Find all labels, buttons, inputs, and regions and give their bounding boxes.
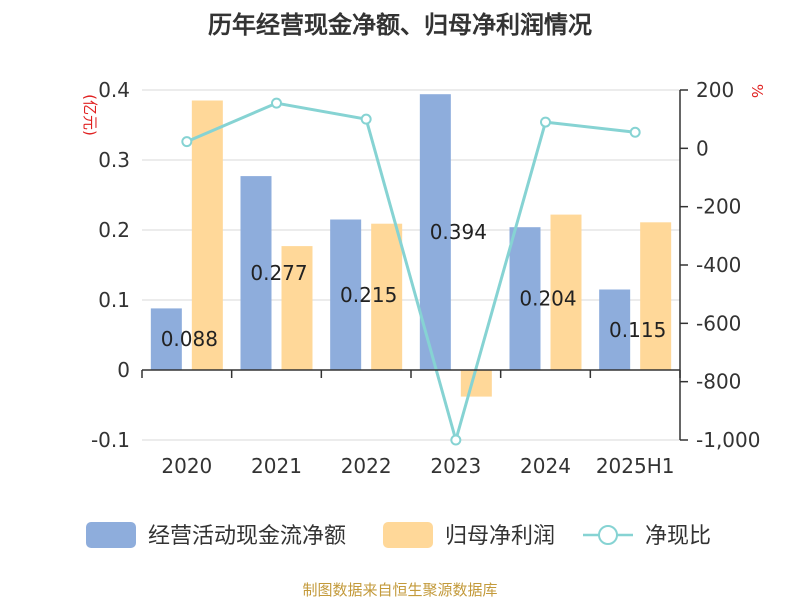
bar-net-profit (550, 214, 582, 370)
legend-swatch (86, 522, 136, 548)
legend-item-net-cash-ratio[interactable]: 净现比 (583, 524, 711, 549)
grid (142, 89, 680, 441)
bar-operating-cash-flow (330, 219, 362, 370)
legend-item-net-profit[interactable]: 归母净利润 (383, 522, 555, 549)
y-left-tick-label: 0 (117, 358, 130, 382)
line-point (540, 116, 551, 128)
data-label: 0.215 (340, 283, 397, 307)
source-note: 制图数据来自恒生聚源数据库 (302, 581, 497, 599)
y-right-tick-label: 200 (696, 78, 734, 102)
y-right-tick-label: -200 (696, 195, 741, 219)
y-right-tick-label: 0 (696, 136, 709, 160)
x-tick-label: 2022 (341, 454, 392, 478)
legend-label: 净现比 (645, 524, 711, 549)
data-label-layer: 0.088 0.277 0.215 0.394 0.204 0.115 (161, 220, 667, 351)
bar-operating-cash-flow (240, 176, 272, 370)
y-left-tick-label: -0.1 (91, 428, 130, 452)
legend-label: 归母净利润 (445, 524, 555, 549)
y-left-tick-label: 0.4 (98, 78, 130, 102)
legend-item-operating-cash-flow[interactable]: 经营活动现金流净额 (86, 522, 346, 549)
bar-operating-cash-flow (509, 227, 541, 370)
data-label: 0.277 (250, 261, 307, 285)
line-point (450, 434, 462, 446)
axis-layer: -0.1 0 0.1 0.2 0.3 0.4(亿元) -1,000 -800 -600 -400 -… (81, 78, 766, 478)
x-tick-label: 2024 (520, 454, 571, 478)
data-label: 0.088 (161, 327, 218, 351)
bar-layer (150, 94, 672, 397)
line-layer (181, 97, 641, 446)
y-right-tick-label: -1,000 (696, 428, 760, 452)
x-tick-label: 2023 (430, 454, 481, 478)
bar-operating-cash-flow (599, 289, 631, 370)
legend-swatch-marker (598, 525, 618, 545)
legend-swatch (383, 522, 433, 548)
bar-operating-cash-flow (150, 308, 182, 370)
line-point (629, 126, 641, 138)
x-tick-label: 2021 (251, 454, 302, 478)
y-right-tick-label: -600 (696, 311, 741, 335)
bar-net-profit (281, 246, 313, 370)
line-point (181, 136, 193, 148)
data-label: 0.204 (519, 287, 576, 311)
legend-label: 经营活动现金流净额 (148, 524, 346, 549)
bar-net-profit (460, 370, 492, 397)
legend: 经营活动现金流净额 归母净利润 净现比 (86, 522, 711, 549)
y-right-unit-label: % (748, 84, 766, 98)
y-left-tick-label: 0.3 (98, 148, 130, 172)
y-right-tick-label: -400 (696, 253, 741, 277)
y-right-tick-label: -800 (696, 370, 741, 394)
line-point (360, 113, 372, 125)
line-net-cash-ratio (186, 101, 636, 446)
bar-operating-cash-flow (419, 94, 451, 370)
x-tick-label: 2025H1 (596, 454, 675, 478)
line-point (271, 97, 282, 109)
bar-net-profit (640, 222, 672, 370)
bar-net-profit (191, 100, 223, 370)
y-left-tick-label: 0.1 (98, 288, 130, 312)
x-tick-label: 2020 (161, 454, 212, 478)
data-label: 0.394 (430, 220, 487, 244)
y-left-unit-label: (亿元) (81, 94, 99, 136)
data-label: 0.115 (609, 318, 666, 342)
chart-title: 历年经营现金净额、归母净利润情况 (208, 11, 592, 39)
bar-net-profit (371, 223, 403, 370)
y-left-tick-label: 0.2 (98, 218, 130, 242)
